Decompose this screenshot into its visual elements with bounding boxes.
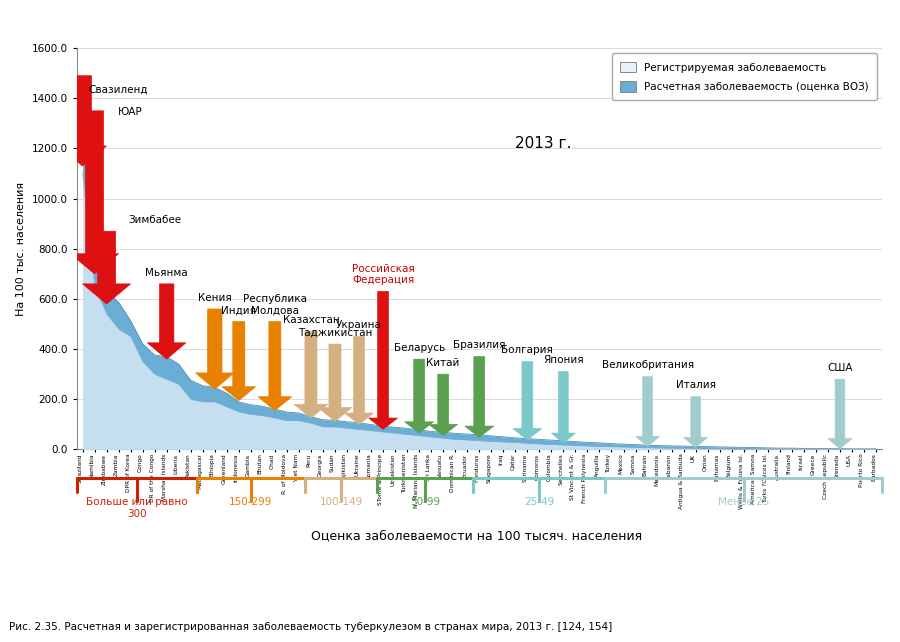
- Y-axis label: На 100 тыс. населения: На 100 тыс. населения: [16, 182, 26, 316]
- Text: Кения: Кения: [198, 293, 231, 302]
- FancyArrow shape: [828, 379, 852, 449]
- Text: Зимбабее: Зимбабее: [128, 215, 181, 225]
- Text: Беларусь: Беларусь: [393, 343, 445, 353]
- Text: 25-49: 25-49: [524, 497, 554, 507]
- Text: 100-149: 100-149: [320, 497, 363, 507]
- FancyArrow shape: [83, 231, 130, 304]
- FancyArrow shape: [258, 322, 292, 410]
- FancyArrow shape: [684, 397, 707, 447]
- FancyArrow shape: [345, 336, 373, 424]
- Text: США: США: [827, 363, 852, 373]
- FancyArrow shape: [294, 331, 328, 418]
- FancyArrow shape: [552, 372, 575, 443]
- Text: Российская
Федерация: Российская Федерация: [352, 263, 414, 285]
- FancyArrow shape: [319, 344, 352, 421]
- FancyArrow shape: [513, 361, 542, 440]
- Text: Казахстан: Казахстан: [283, 315, 339, 325]
- Text: Украина: Украина: [336, 320, 382, 330]
- FancyArrow shape: [405, 359, 434, 433]
- Text: Бразилия: Бразилия: [453, 340, 506, 351]
- Text: Свазиленд: Свазиленд: [89, 85, 148, 94]
- FancyArrow shape: [369, 291, 398, 429]
- Text: Республика
Молдова: Республика Молдова: [243, 293, 307, 315]
- Text: Рис. 2.35. Расчетная и зарегистрированная заболеваемость туберкулезом в странах : Рис. 2.35. Расчетная и зарегистрированна…: [9, 622, 612, 632]
- Text: Япония: Япония: [543, 356, 584, 365]
- Text: Таджикистан: Таджикистан: [298, 328, 373, 338]
- Text: Великобритания: Великобритания: [601, 360, 694, 370]
- Text: Мьянма: Мьянма: [146, 268, 188, 277]
- FancyArrow shape: [70, 111, 119, 274]
- Text: Больше или равно
300: Больше или равно 300: [86, 497, 187, 519]
- FancyArrow shape: [464, 356, 494, 437]
- Text: 2013 г.: 2013 г.: [516, 136, 572, 152]
- Legend: Регистрируемая заболеваемость, Расчетная заболеваемость (оценка ВОЗ): Регистрируемая заболеваемость, Расчетная…: [611, 53, 877, 100]
- Text: ЮАР: ЮАР: [118, 107, 143, 117]
- Text: Оценка заболеваемости на 100 тысяч. населения: Оценка заболеваемости на 100 тысяч. насе…: [311, 530, 643, 542]
- Text: Менее 25: Менее 25: [718, 497, 770, 507]
- Text: Китай: Китай: [427, 358, 460, 368]
- Text: 50-99: 50-99: [410, 497, 440, 507]
- Text: Болгария: Болгария: [501, 345, 554, 356]
- FancyArrow shape: [428, 374, 457, 436]
- Text: Индия: Индия: [221, 305, 256, 315]
- FancyArrow shape: [58, 76, 106, 166]
- Text: Италия: Италия: [676, 381, 716, 390]
- FancyArrow shape: [222, 322, 256, 401]
- Text: 150-299: 150-299: [230, 497, 273, 507]
- FancyArrow shape: [195, 309, 234, 389]
- FancyArrow shape: [635, 377, 660, 446]
- FancyArrow shape: [148, 284, 186, 359]
